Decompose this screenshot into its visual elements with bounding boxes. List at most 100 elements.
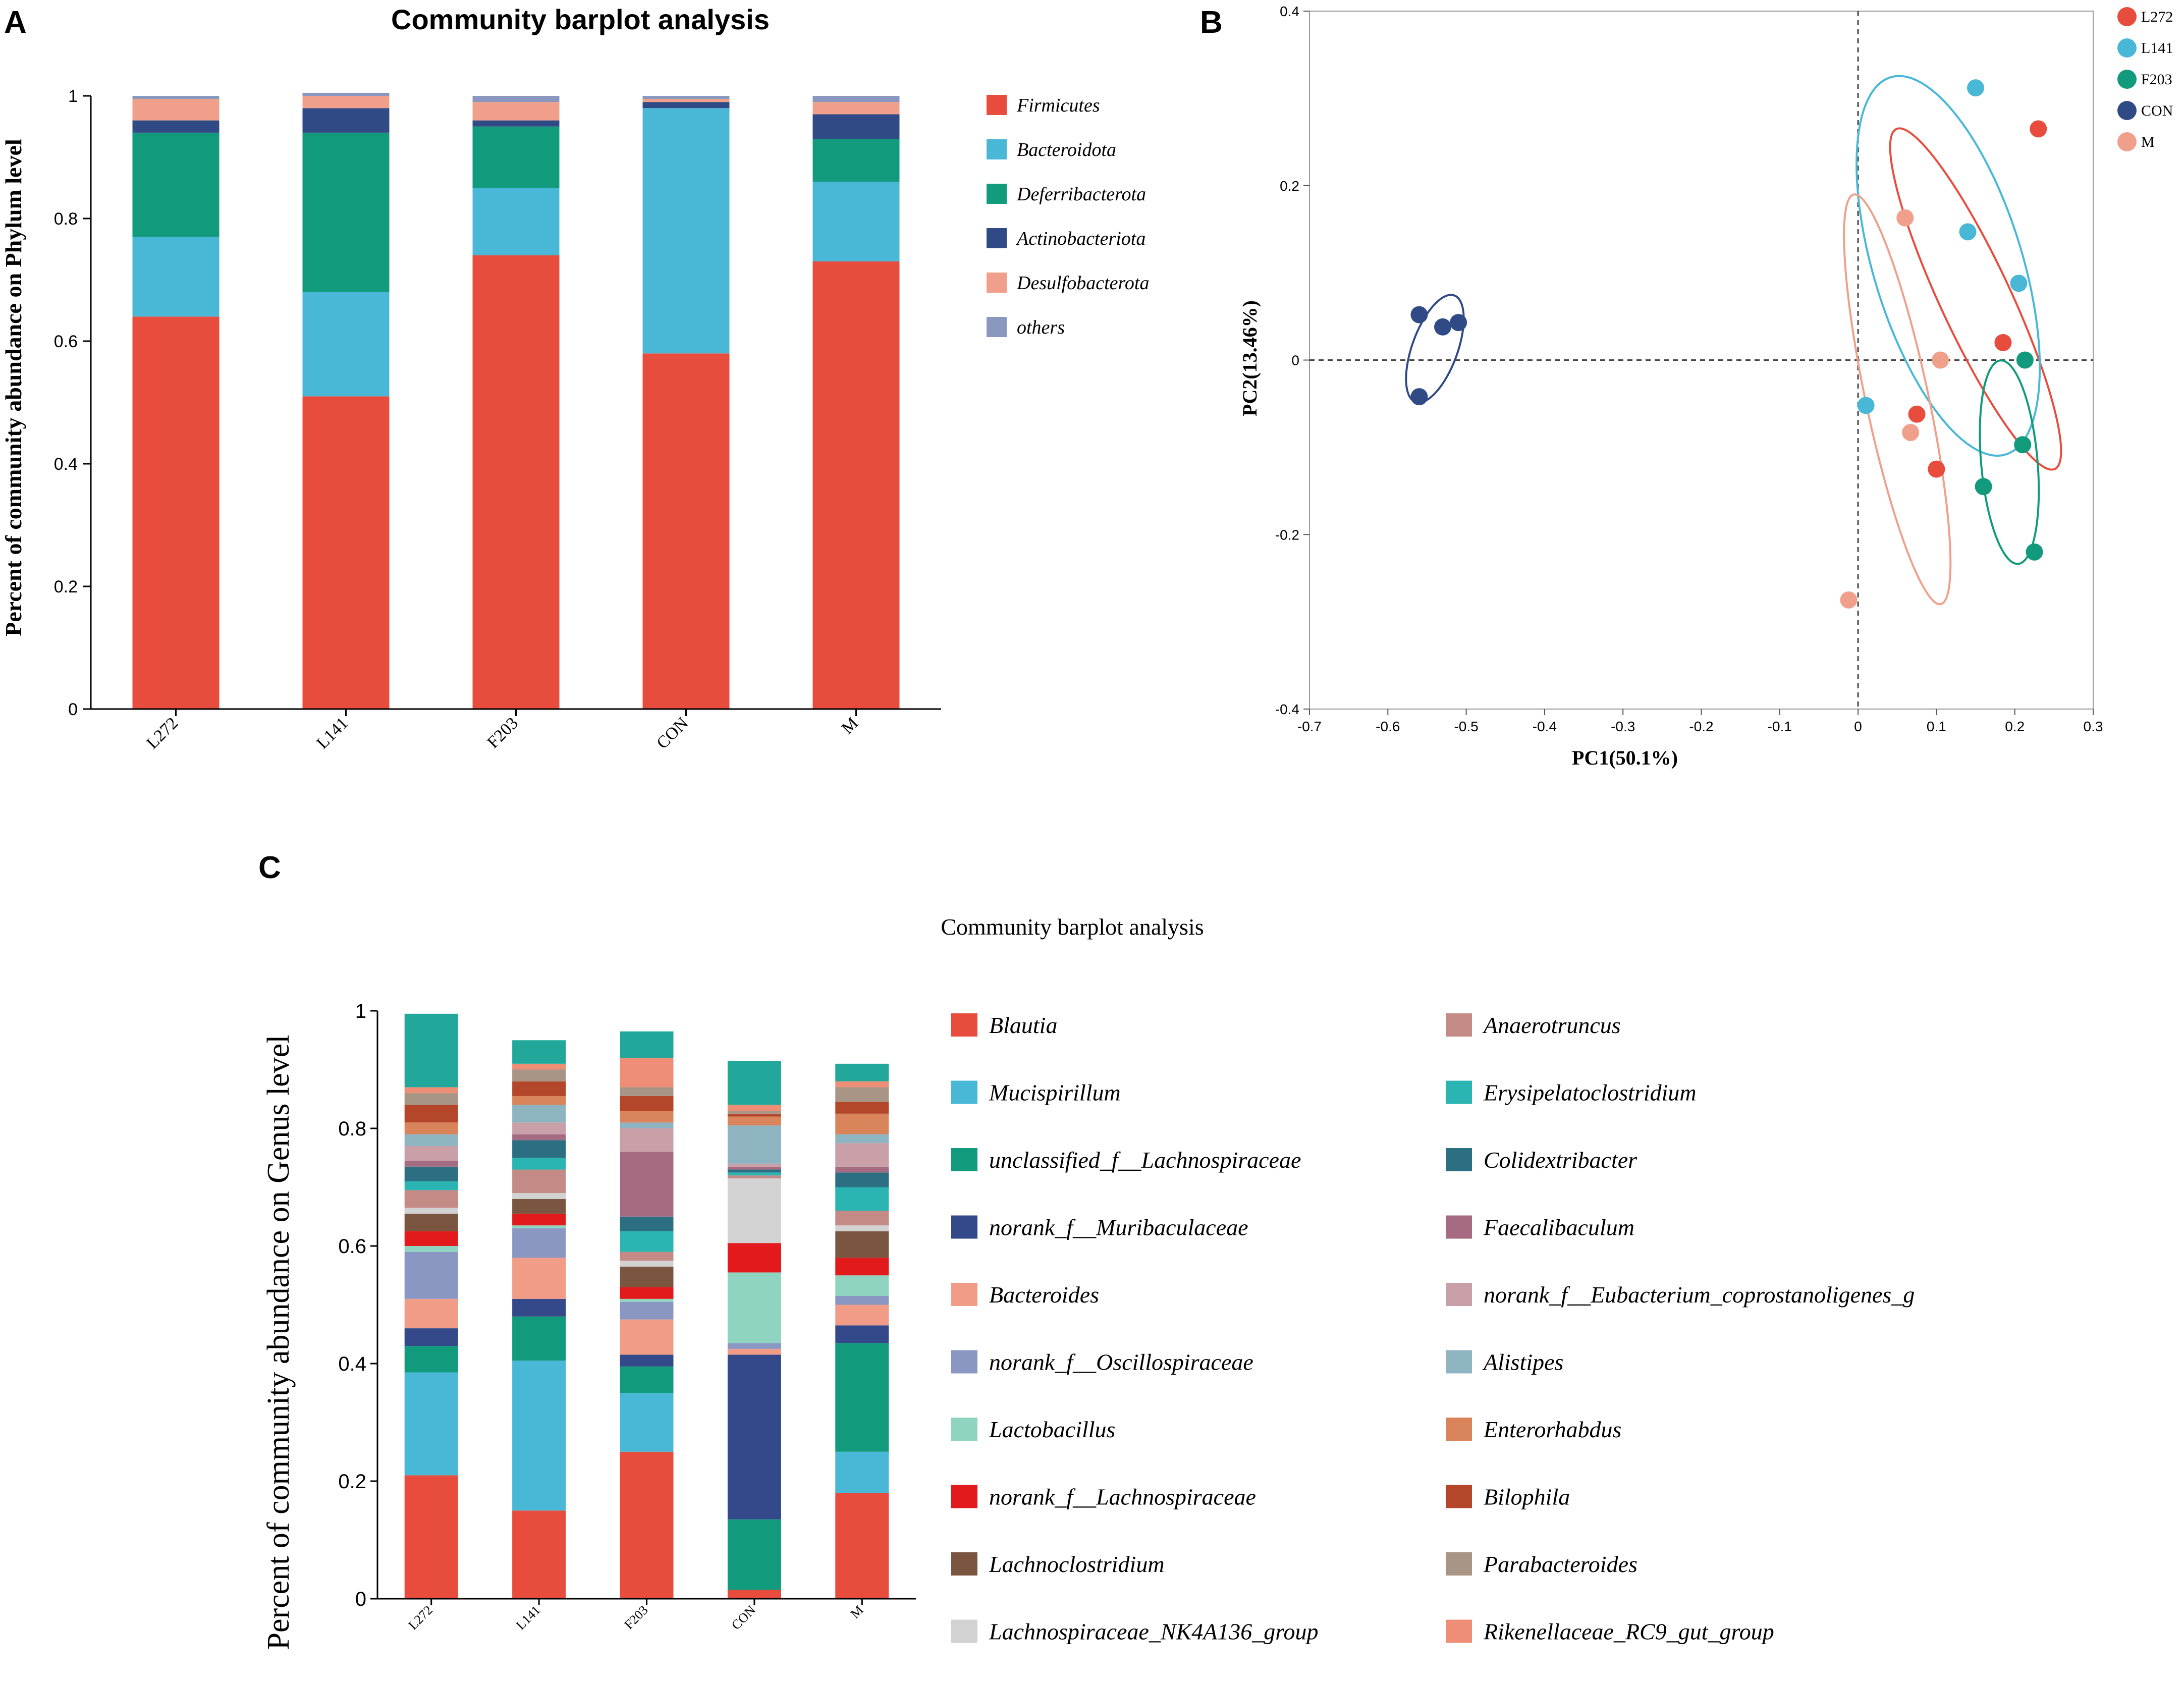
- genus-y-tick-label: 0.6: [338, 1235, 366, 1258]
- genus-legend-label-unclassified-f-lachnospiraceae: unclassified_f__Lachnospiraceae: [989, 1147, 1301, 1173]
- phylum-y-tick-label: 0.8: [54, 209, 78, 229]
- genus-bar-segment-colidextribacter-con: [727, 1169, 781, 1173]
- genus-x-tick-label: L141: [513, 1603, 543, 1633]
- genus-bar-segment-norank-f-muribaculaceae-con: [727, 1354, 781, 1520]
- genus-bar-segment-faecalibaculum-l272: [404, 1161, 458, 1167]
- genus-bar-segment-bilophila-l272: [404, 1105, 458, 1123]
- genus-legend-swatch-mucispirillum: [951, 1080, 977, 1104]
- genus-bar-segment-bilophila-f203: [620, 1096, 674, 1111]
- genus-legend-label-parabacteroides: Parabacteroides: [1483, 1551, 1637, 1577]
- genus-bar-segment-lachnoclostridium-f203: [620, 1266, 674, 1287]
- legend-swatch-desulfobacterota: [987, 273, 1007, 293]
- genus-legend-swatch-unclassified-f-lachnospiraceae: [951, 1148, 977, 1171]
- genus-legend-label-mucispirillum: Mucispirillum: [989, 1080, 1121, 1106]
- genus-legend-label-faecalibaculum: Faecalibaculum: [1483, 1215, 1634, 1240]
- point-m-4: [1840, 591, 1858, 609]
- bar-segment-actinobacteriota-con: [642, 102, 730, 108]
- genus-bar-segment-alistipes-l141: [512, 1105, 566, 1123]
- genus-bar-segment-enterorhabdus-l272: [404, 1122, 458, 1134]
- genus-legend-label-enterorhabdus: Enterorhabdus: [1483, 1417, 1621, 1442]
- pca-legend-marker-l141: [2117, 38, 2137, 58]
- phylum-barplot: Community barplot analysis Percent of co…: [1, 4, 1149, 752]
- pca-y-tick-label: 0.4: [1280, 4, 1299, 19]
- genus-bar-segment-alistipes-f203: [620, 1122, 674, 1128]
- genus-bar-segment-unclassified-f-lachnospiraceae-m: [835, 1343, 889, 1452]
- genus-legend-swatch-blautia: [951, 1013, 977, 1037]
- genus-bar-segment-lachnospiraceae-nk4a136-group-f203: [620, 1261, 674, 1267]
- genus-bar-segment-colidextribacter-l272: [404, 1166, 458, 1181]
- genus-bar-segment-norank-f-muribaculaceae-f203: [620, 1354, 674, 1367]
- genus-bar-segment-erysipelatoclostridium-m: [835, 1187, 889, 1211]
- phylum-y-axis-label: Percent of community abundance on Phylum…: [1, 139, 26, 636]
- confidence-ellipse-f203: [1979, 359, 2040, 565]
- pca-x-tick-label: -0.2: [1689, 719, 1713, 734]
- genus-bar-segment-lachnospiraceae-nk4a136-group-con: [727, 1178, 781, 1243]
- point-f203-3: [1975, 478, 1992, 496]
- genus-bar-segment-anaerotruncus-m: [835, 1211, 889, 1226]
- genus-bar-segment-faecalibaculum-f203: [620, 1152, 674, 1217]
- point-l141-4: [1857, 397, 1875, 414]
- pca-x-tick-label: -0.3: [1611, 719, 1635, 734]
- genus-bar-segment-anaerotruncus-f203: [620, 1252, 674, 1261]
- genus-bar-segment-lachnospiraceae-nk4a136-group-m: [835, 1225, 889, 1231]
- pca-legend-marker-l272: [2117, 7, 2137, 26]
- point-l141-2: [1959, 223, 1977, 241]
- genus-bar-segment-parabacteroides-m: [835, 1087, 889, 1102]
- genus-legend-label-alistipes: Alistipes: [1482, 1349, 1563, 1375]
- genus-legend-label-anaerotruncus: Anaerotruncus: [1482, 1012, 1621, 1038]
- pca-legend-label-f203: F203: [2141, 71, 2172, 88]
- genus-legend-label-lactobacillus: Lactobacillus: [989, 1417, 1115, 1442]
- genus-bar-segment-blautia-f203: [620, 1451, 674, 1599]
- genus-legend-swatch-lachnoclostridium: [951, 1552, 977, 1576]
- genus-legend-swatch-norank-f-muribaculaceae: [951, 1215, 977, 1239]
- genus-bar-segment-colidextribacter-m: [835, 1172, 889, 1187]
- bar-segment-others-con: [642, 96, 730, 99]
- genus-bar-segment-enterorhabdus-f203: [620, 1111, 674, 1123]
- pca-y-tick-label: 0: [1291, 353, 1299, 368]
- bar-segment-others-l272: [132, 96, 220, 99]
- legend-label-bacteroidota: Bacteroidota: [1017, 139, 1116, 160]
- point-l272-4: [1928, 460, 1945, 478]
- bar-segment-actinobacteriota-l141: [302, 108, 390, 133]
- genus-bar-segment-blautia-l272: [404, 1475, 458, 1599]
- point-con-4: [1410, 388, 1428, 406]
- genus-bar-segment-mucispirillum-m: [835, 1451, 889, 1493]
- genus-legend-swatch-lachnospiraceae-nk4a136-group: [951, 1619, 977, 1643]
- bar-segment-deferribacterota-l141: [302, 132, 390, 292]
- legend-swatch-others: [987, 317, 1007, 337]
- pca-legend-marker-con: [2117, 101, 2137, 120]
- bar-segment-others-l141: [302, 92, 390, 96]
- genus-bar-segment-norank-f-lachnospiraceae-l272: [404, 1231, 458, 1246]
- genus-bar-segment-lachnospiraceae-nk4a136-group-l141: [512, 1193, 566, 1199]
- genus-bar-segment-lactobacillus-m: [835, 1275, 889, 1296]
- genus-bar-segment-alistipes-l272: [404, 1134, 458, 1146]
- genus-bar-segment-lachnoclostridium-l141: [512, 1199, 566, 1214]
- bar-segment-deferribacterota-m: [812, 139, 900, 182]
- genus-bar-segment-enterorhabdus-m: [835, 1113, 889, 1134]
- bar-segment-firmicutes-f203: [472, 255, 560, 709]
- genus-bar-segment-colidextribacter-f203: [620, 1216, 674, 1231]
- bar-segment-others-f203: [472, 96, 560, 102]
- genus-bar-segment-parabacteroides-f203: [620, 1087, 674, 1096]
- genus-y-tick-label: 1: [355, 1000, 366, 1022]
- pca-y-tick-label: -0.2: [1275, 527, 1299, 542]
- genus-bar-segment-norank-f-eubacterium-coprostanoligenes-group-con: [727, 1163, 781, 1167]
- legend-label-others: others: [1017, 317, 1065, 338]
- genus-legend-label-norank-f-lachnospiraceae: norank_f__Lachnospiraceae: [989, 1484, 1256, 1510]
- pca-legend-label-m: M: [2141, 134, 2155, 150]
- genus-legend-label-bilophila: Bilophila: [1484, 1484, 1570, 1510]
- genus-legend-swatch-anaerotruncus: [1446, 1013, 1472, 1037]
- phylum-y-tick-label: 0.4: [54, 455, 78, 474]
- bar-segment-actinobacteriota-l272: [132, 120, 220, 133]
- legend-swatch-bacteroidota: [987, 139, 1007, 159]
- phylum-chart-title: Community barplot analysis: [391, 4, 770, 35]
- genus-legend-swatch-erysipelatoclostridium: [1446, 1080, 1472, 1104]
- confidence-ellipse-l272: [1889, 127, 2062, 471]
- genus-bar-segment-mucispirillum-f203: [620, 1393, 674, 1452]
- pca-x-tick-label: 0.1: [1927, 719, 1946, 734]
- genus-legend-label-lachnospiraceae-nk4a136-group: Lachnospiraceae_NK4A136_group: [989, 1619, 1319, 1645]
- genus-chart-title: Community barplot analysis: [941, 914, 1204, 940]
- genus-bar-segment-faecalibaculum-m: [835, 1166, 889, 1173]
- genus-bar-segment-others-f203: [620, 1031, 674, 1058]
- genus-bar-segment-lachnospiraceae-nk4a136-group-l272: [404, 1208, 458, 1214]
